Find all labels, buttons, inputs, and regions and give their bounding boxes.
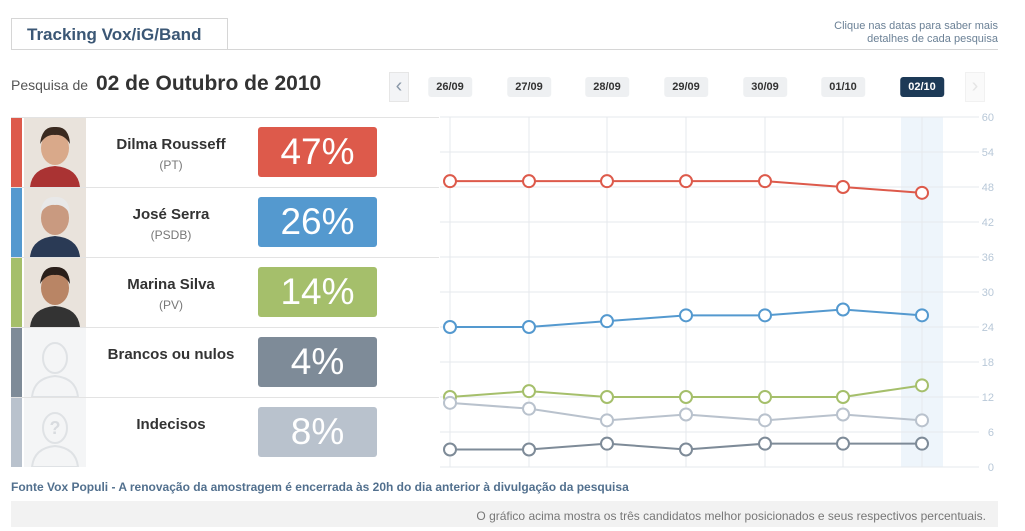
candidate-photo: ? — [24, 398, 86, 467]
footer-note: O gráfico acima mostra os três candidato… — [11, 501, 998, 527]
data-point — [836, 180, 850, 194]
candidate-row-marina-silva: Marina Silva (PV) 14% — [11, 257, 439, 327]
data-point — [600, 436, 614, 451]
data-point — [679, 442, 693, 457]
data-point — [836, 390, 850, 404]
y-tick-label: 30 — [982, 287, 994, 299]
data-point — [522, 174, 536, 189]
date-button-29-09[interactable]: 29/09 — [664, 77, 708, 97]
candidate-percent: 8% — [258, 407, 377, 457]
prev-date-button[interactable]: ‹ — [389, 72, 409, 102]
data-point — [679, 407, 693, 422]
data-point — [836, 407, 850, 422]
survey-date: 02 de Outubro de 2010 — [95, 72, 322, 95]
y-tick-label: 24 — [982, 322, 994, 334]
y-tick-label: 12 — [982, 392, 994, 404]
survey-heading: Pesquisa de 02 de Outubro de 2010 — [11, 72, 321, 96]
data-point — [758, 174, 772, 189]
svg-text:?: ? — [50, 418, 61, 438]
source-note: Fonte Vox Populi - A renovação da amostr… — [11, 480, 629, 494]
candidate-photo — [24, 258, 86, 327]
candidate-photo — [24, 118, 86, 187]
data-point — [522, 320, 536, 334]
candidate-percent: 47% — [258, 127, 377, 177]
y-tick-label: 54 — [982, 147, 994, 159]
y-tick-label: 36 — [982, 252, 994, 264]
y-tick-label: 48 — [982, 182, 994, 194]
data-point — [915, 185, 929, 200]
data-point — [600, 314, 614, 329]
data-point — [758, 308, 772, 323]
data-point — [600, 390, 614, 404]
candidate-name: Brancos ou nulos — [107, 346, 235, 363]
hint-line-2: detalhes de cada pesquisa — [867, 33, 998, 45]
date-button-01-10[interactable]: 01/10 — [821, 77, 865, 97]
data-point — [443, 174, 457, 189]
survey-label: Pesquisa de — [11, 77, 89, 93]
candidate-photo — [24, 328, 86, 397]
data-point — [915, 436, 929, 451]
candidate-name: Dilma Rousseff — [116, 136, 226, 153]
date-button-27-09[interactable]: 27/09 — [507, 77, 551, 97]
data-point — [600, 174, 614, 189]
data-point — [679, 390, 693, 404]
date-button-26-09[interactable]: 26/09 — [428, 77, 472, 97]
data-point — [679, 308, 693, 323]
data-point — [600, 413, 614, 428]
data-point — [915, 378, 929, 393]
data-point — [758, 436, 772, 451]
data-point — [522, 401, 536, 416]
y-tick-label: 60 — [982, 112, 994, 124]
candidate-percent: 14% — [258, 267, 377, 317]
candidate-party: (PV) — [159, 298, 183, 312]
next-date-button[interactable]: › — [965, 72, 985, 102]
data-point — [443, 395, 457, 410]
data-point — [915, 308, 929, 323]
data-point — [836, 436, 850, 451]
y-tick-label: 18 — [982, 357, 994, 369]
tracking-line-chart: 0 6 12 18 24 30 36 42 48 54 60 — [440, 112, 994, 474]
candidate-name: Marina Silva — [127, 276, 215, 293]
candidate-row-brancos-ou-nulos: Brancos ou nulos 4% — [11, 327, 439, 397]
data-point — [679, 174, 693, 189]
date-button-28-09[interactable]: 28/09 — [585, 77, 629, 97]
data-point — [915, 413, 929, 428]
candidate-row-dilma-rousseff: Dilma Rousseff (PT) 47% — [11, 117, 439, 187]
hint-line-1: Clique nas datas para saber mais — [834, 20, 998, 32]
candidate-row-jose-serra: José Serra (PSDB) 26% — [11, 187, 439, 257]
candidate-name: José Serra — [132, 206, 210, 223]
candidate-color-bar — [11, 118, 22, 187]
data-point — [443, 320, 457, 334]
candidate-color-bar — [11, 328, 22, 397]
candidate-party: (PSDB) — [150, 228, 192, 242]
tab-divider — [11, 49, 998, 50]
candidate-name: Indecisos — [136, 416, 206, 433]
candidate-party: (PT) — [159, 158, 183, 172]
dates-hint: Clique nas datas para saber mais detalhe… — [798, 20, 998, 46]
date-button-30-09[interactable]: 30/09 — [743, 77, 787, 97]
candidate-row-indecisos: ? Indecisos 8% — [11, 397, 439, 467]
data-point — [758, 413, 772, 428]
candidate-photo — [24, 188, 86, 257]
candidate-percent: 26% — [258, 197, 377, 247]
candidate-percent: 4% — [258, 337, 377, 387]
data-point — [522, 442, 536, 457]
y-tick-label: 6 — [988, 427, 994, 439]
data-point — [443, 442, 457, 457]
candidate-color-bar — [11, 398, 22, 467]
y-tick-label: 0 — [988, 462, 994, 474]
y-tick-label: 42 — [982, 217, 994, 229]
candidate-color-bar — [11, 258, 22, 327]
data-point — [758, 390, 772, 404]
date-button-02-10[interactable]: 02/10 — [900, 77, 944, 97]
data-point — [522, 384, 536, 399]
tracking-tab[interactable]: Tracking Vox/iG/Band — [11, 18, 228, 50]
candidate-color-bar — [11, 188, 22, 257]
data-point — [836, 302, 850, 317]
